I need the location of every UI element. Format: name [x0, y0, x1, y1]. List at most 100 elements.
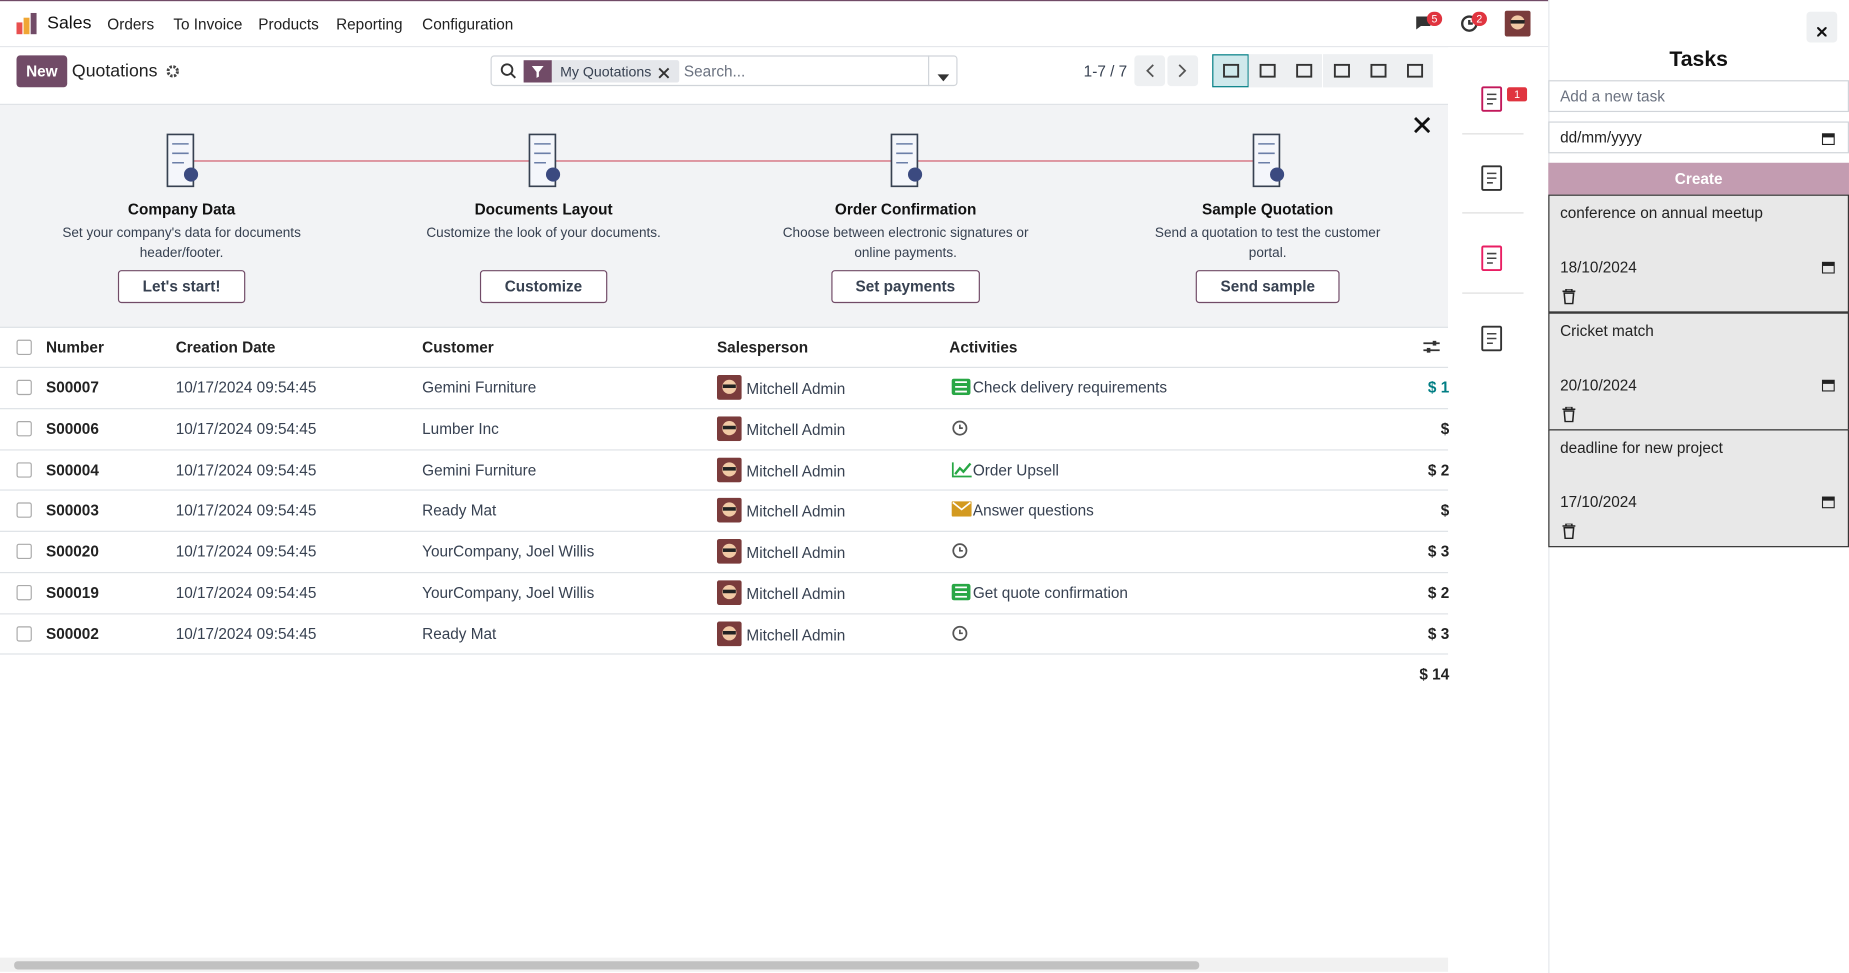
icon-part — [1816, 26, 1828, 38]
menu-item[interactable]: Orders — [107, 15, 155, 34]
activity[interactable]: Order Upsell — [972, 460, 1059, 479]
calendar-icon[interactable] — [1821, 377, 1835, 395]
activity-icon[interactable] — [951, 501, 972, 521]
activity-icon[interactable] — [952, 625, 969, 645]
step-button[interactable]: Customize — [479, 270, 607, 304]
task-date[interactable]: 17/10/2024 — [1560, 492, 1637, 511]
calendar-icon[interactable] — [1821, 131, 1835, 149]
row[interactable] — [0, 489, 1449, 531]
checkbox[interactable] — [16, 339, 32, 355]
new-button[interactable]: New — [16, 55, 68, 88]
icon-part — [1486, 172, 1497, 184]
row[interactable] — [0, 448, 1449, 490]
menu-item[interactable]: Products — [258, 15, 319, 34]
checkbox[interactable] — [16, 626, 32, 642]
icon-part — [951, 461, 972, 477]
activity[interactable]: Get quote confirmation — [972, 583, 1128, 602]
step-illustration — [880, 130, 932, 195]
task-text[interactable]: conference on annual meetup — [1560, 204, 1763, 222]
date-input[interactable] — [1548, 121, 1849, 154]
icon-part — [716, 416, 742, 441]
task-date[interactable]: 20/10/2024 — [1560, 375, 1637, 394]
column-header[interactable]: Salesperson — [716, 338, 809, 357]
customer: Lumber Inc — [422, 419, 499, 438]
activity-icon[interactable] — [951, 378, 971, 399]
step-button[interactable]: Send sample — [1195, 270, 1340, 304]
create-button[interactable]: Create — [1548, 162, 1849, 195]
settings-gear[interactable] — [166, 64, 179, 82]
task-text[interactable]: Cricket match — [1560, 321, 1654, 340]
checkbox[interactable] — [16, 420, 32, 437]
menu-item[interactable]: To Invoice — [173, 15, 243, 34]
order-number: S00020 — [45, 542, 99, 561]
row[interactable] — [0, 366, 1449, 408]
icon-part — [722, 507, 736, 512]
side-icon[interactable] — [1479, 85, 1507, 117]
view-pivot[interactable] — [1322, 54, 1360, 88]
icon-part — [1481, 165, 1503, 191]
order-number: S00002 — [45, 624, 99, 643]
step-button[interactable]: Let's start! — [117, 270, 246, 304]
activity[interactable]: Check delivery requirements — [972, 378, 1168, 397]
checkbox[interactable] — [16, 502, 32, 519]
checkbox[interactable] — [16, 543, 32, 560]
delete-task[interactable] — [1562, 288, 1576, 308]
onboarding-close[interactable] — [1414, 116, 1431, 137]
column-header[interactable]: Number — [45, 338, 104, 357]
step-button[interactable]: Set payments — [830, 270, 980, 304]
optional-columns[interactable] — [1423, 340, 1440, 358]
delete-task[interactable] — [1562, 522, 1576, 543]
column-header[interactable]: Creation Date — [175, 338, 276, 357]
delete-task[interactable] — [1562, 405, 1576, 425]
facet — [523, 60, 680, 83]
calendar-icon[interactable] — [1821, 494, 1835, 512]
total: $ 14 — [1419, 665, 1450, 683]
view-activity[interactable] — [1396, 54, 1433, 88]
activity-icon[interactable] — [951, 461, 973, 481]
checkbox[interactable] — [16, 379, 32, 396]
search-input[interactable]: Search... — [683, 62, 746, 81]
menu-item[interactable]: Reporting — [336, 15, 403, 34]
icon-part — [23, 17, 30, 35]
column-header[interactable]: Customer — [422, 338, 494, 357]
checkbox[interactable] — [16, 584, 32, 601]
view-calendar[interactable] — [1285, 54, 1323, 88]
icon-part — [1821, 261, 1835, 274]
activity-icon[interactable] — [952, 420, 969, 440]
side-icon[interactable] — [1479, 244, 1507, 276]
icon-part — [907, 167, 923, 182]
column-header[interactable]: Activities — [949, 338, 1018, 357]
task-date[interactable]: 18/10/2024 — [1560, 258, 1637, 276]
tasks-close[interactable] — [1806, 11, 1838, 43]
main-divider — [0, 103, 1449, 105]
side-icon[interactable] — [1479, 324, 1507, 356]
row[interactable] — [0, 572, 1449, 613]
activity-icon[interactable] — [951, 583, 971, 604]
view-kanban[interactable] — [1248, 54, 1286, 88]
menu-item[interactable]: Configuration — [422, 15, 514, 34]
amount: $ 2 — [1427, 460, 1450, 479]
user-avatar[interactable] — [1504, 10, 1531, 40]
salesperson: Mitchell Admin — [746, 379, 846, 398]
view-list[interactable] — [1212, 54, 1249, 88]
calendar-icon[interactable] — [1821, 259, 1835, 277]
row[interactable] — [0, 613, 1449, 654]
search-toggle[interactable] — [928, 55, 959, 87]
pager-prev[interactable] — [1134, 55, 1166, 87]
row[interactable] — [0, 530, 1449, 572]
badge: 2 — [1471, 11, 1487, 26]
brand[interactable]: Sales — [47, 12, 92, 34]
new-task-input[interactable] — [1548, 80, 1849, 113]
task-text[interactable]: deadline for new project — [1560, 438, 1723, 457]
row[interactable] — [0, 407, 1449, 449]
checkbox[interactable] — [16, 461, 32, 478]
icon-part — [722, 548, 736, 553]
side-icon[interactable] — [1479, 164, 1507, 196]
pager-next[interactable] — [1167, 55, 1199, 87]
icon-part — [1223, 63, 1240, 78]
activity-icon[interactable] — [952, 543, 969, 563]
facet-remove[interactable] — [658, 65, 670, 83]
activity[interactable]: Answer questions — [972, 501, 1094, 520]
view-graph[interactable] — [1359, 54, 1396, 88]
icon-part — [952, 625, 968, 641]
